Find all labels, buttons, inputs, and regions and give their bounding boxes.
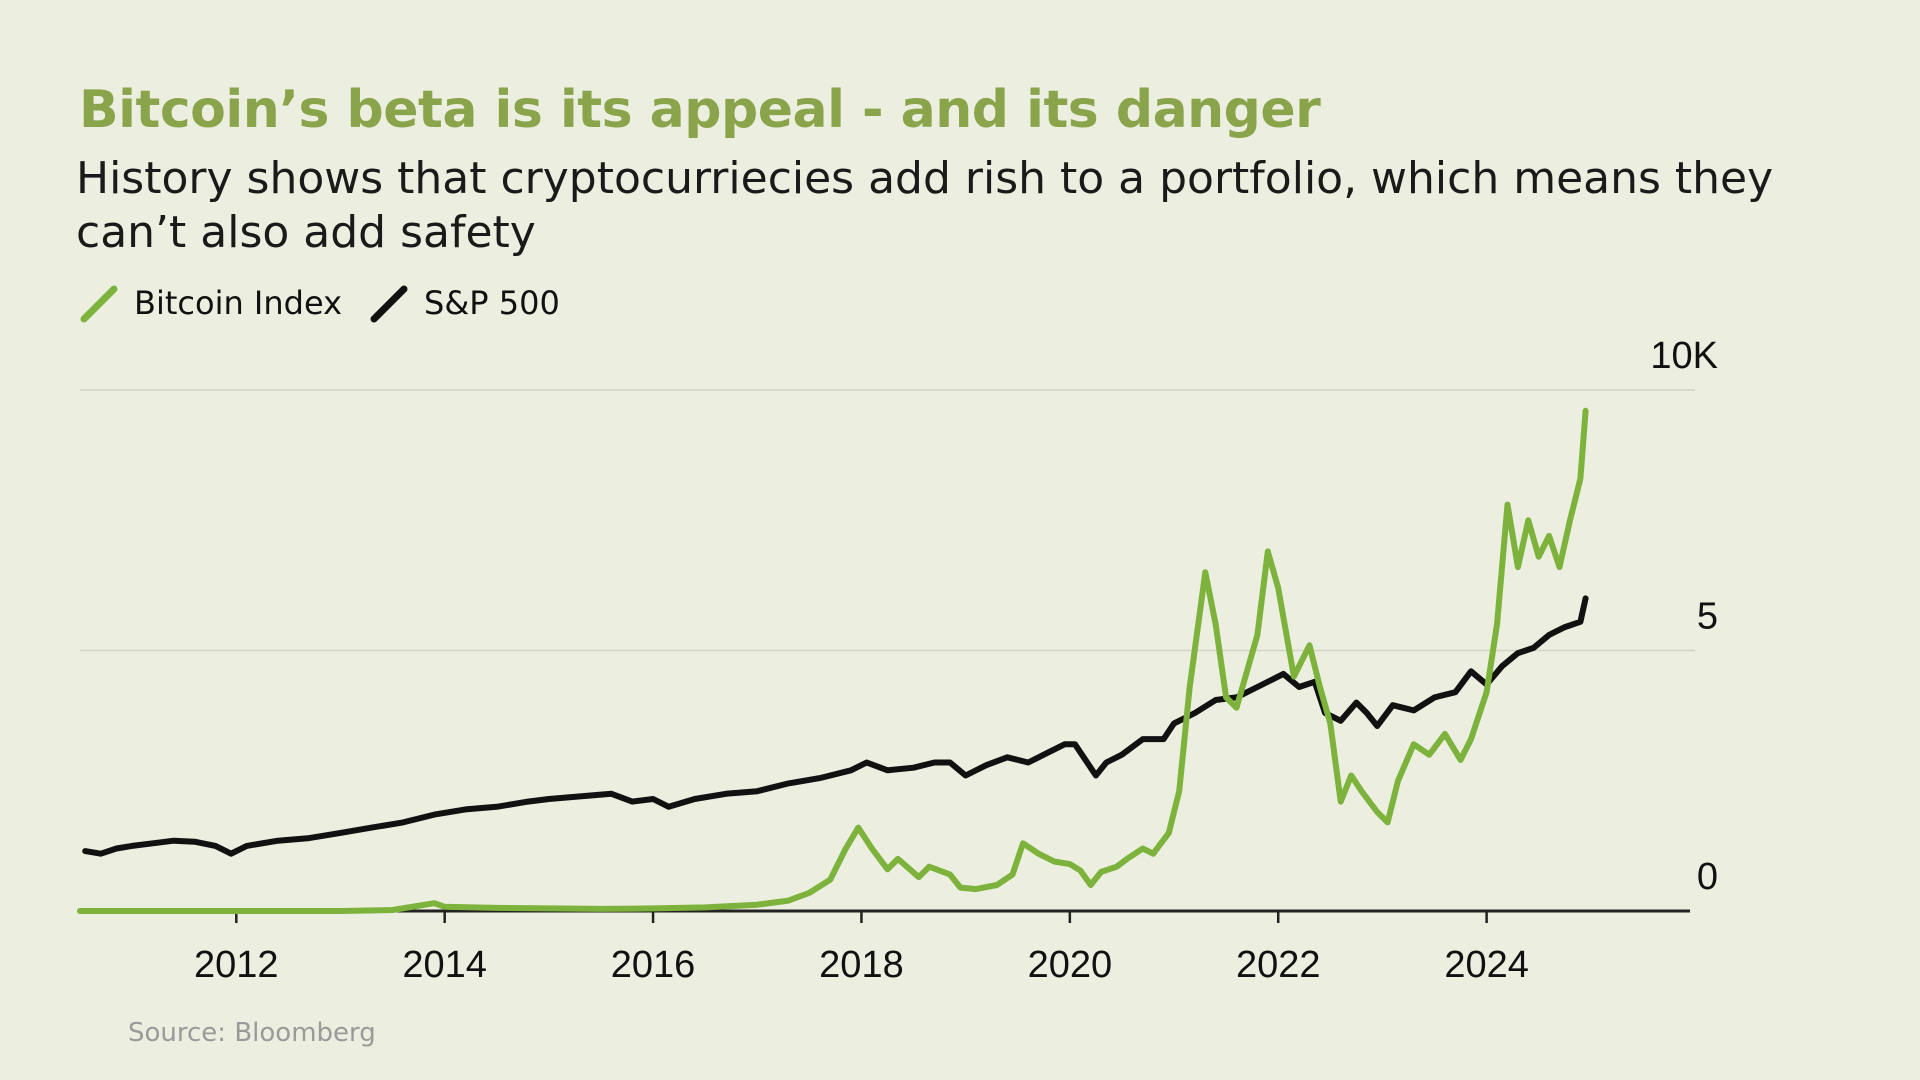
x-tick-label-2: 2016 (611, 944, 696, 986)
chart-title: Bitcoin’s beta is its appeal - and its d… (79, 80, 1321, 140)
series-line-sp500 (82, 595, 1589, 857)
y-tick-label-0: 0 (1697, 856, 1718, 898)
legend: Bitcoin Index S&P 500 (80, 283, 588, 323)
source-note: Source: Bloomberg (128, 1018, 376, 1048)
tick-labels: 0 5 10K 2012 2014 2016 2018 2020 2022 2024 (194, 335, 1718, 986)
x-tick-label-1: 2014 (402, 944, 487, 986)
legend-swatch-bitcoin (80, 285, 118, 323)
x-tick-label-4: 2020 (1028, 944, 1113, 986)
y-tick-label-1: 5 (1697, 596, 1718, 638)
legend-item-sp500: S&P 500 (370, 283, 560, 323)
legend-item-bitcoin: Bitcoin Index (80, 283, 342, 323)
series-lines (77, 407, 1589, 914)
x-tick-label-3: 2018 (819, 944, 904, 986)
chart-subtitle: History shows that cryptocurriecies add … (76, 153, 1774, 258)
series-line-bitcoin (77, 407, 1589, 914)
legend-swatch-sp500 (370, 285, 408, 323)
x-tick-label-6: 2024 (1444, 944, 1529, 986)
x-tick-label-0: 2012 (194, 944, 279, 986)
y-tick-label-2: 10K (1650, 335, 1718, 377)
legend-label-sp500: S&P 500 (424, 284, 560, 322)
legend-label-bitcoin: Bitcoin Index (134, 284, 342, 322)
grid-lines (80, 389, 1695, 652)
x-tick-label-5: 2022 (1236, 944, 1321, 986)
